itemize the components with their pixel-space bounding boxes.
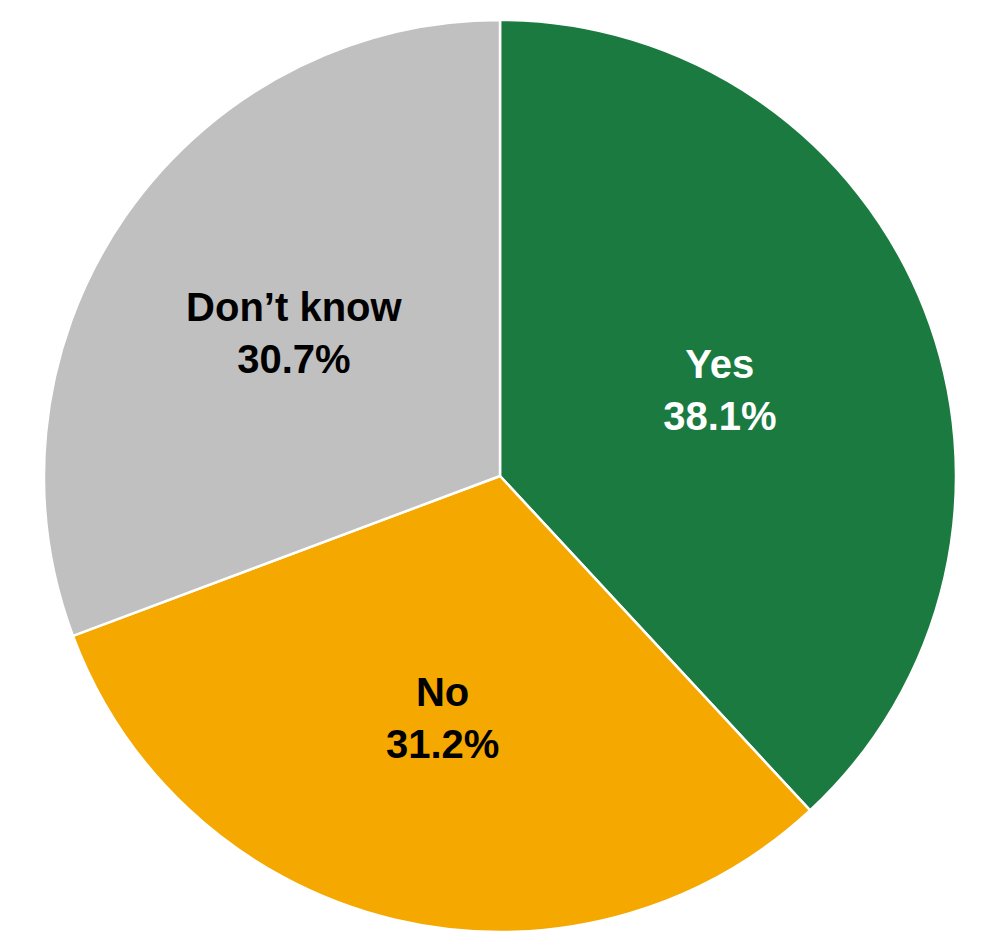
svg-text:No31.2%: No31.2% [386, 670, 499, 766]
svg-text:Don’t know30.7%: Don’t know30.7% [186, 285, 402, 381]
svg-text:Yes38.1%: Yes38.1% [663, 342, 776, 438]
